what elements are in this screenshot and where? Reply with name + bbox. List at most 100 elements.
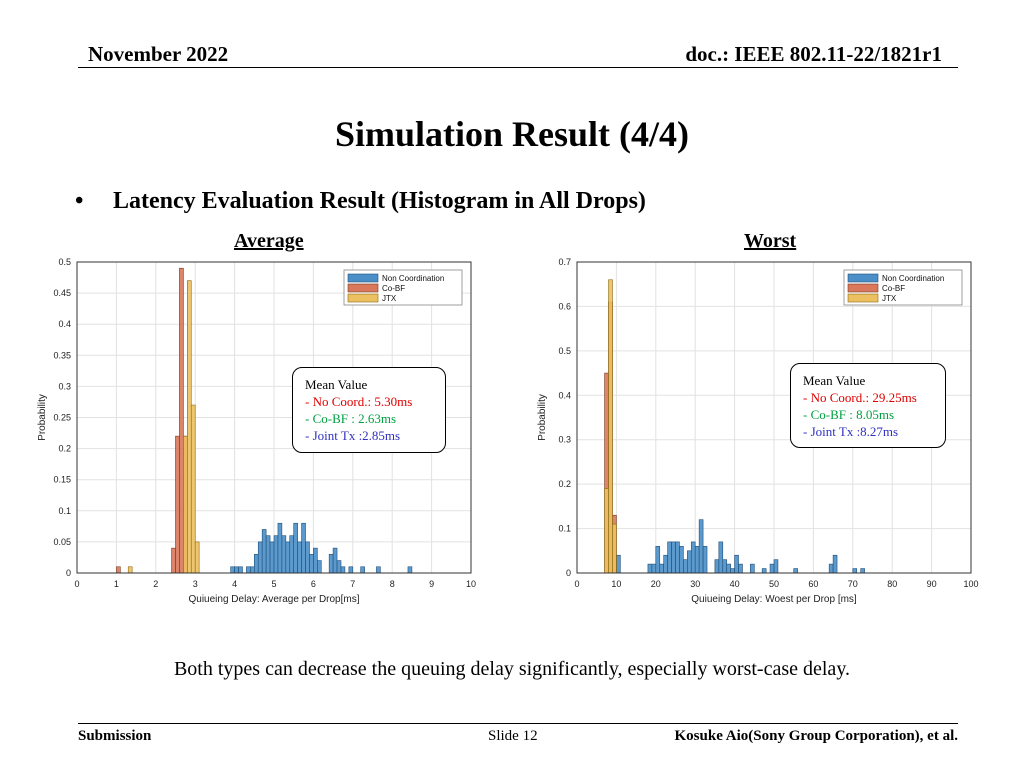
x-axis-label: Quiueing Delay: Woest per Drop [ms] <box>691 594 857 605</box>
histogram-bar <box>234 566 239 574</box>
histogram-bar <box>376 566 381 574</box>
histogram-bar <box>832 554 838 574</box>
histogram-bar <box>313 547 318 574</box>
x-tick-label: 80 <box>887 579 897 589</box>
x-tick-label: 0 <box>74 579 79 589</box>
histogram-bar <box>230 566 235 574</box>
x-tick-label: 9 <box>429 579 434 589</box>
mean-value-joint-tx: - Joint Tx :8.27ms <box>803 424 899 439</box>
y-tick-label: 0.2 <box>558 479 571 489</box>
histogram-bar <box>261 529 267 574</box>
footer-divider <box>78 723 958 724</box>
histogram-bar <box>698 519 704 574</box>
x-tick-label: 90 <box>927 579 937 589</box>
histogram-bar <box>726 563 731 574</box>
footer-slide-number: Slide 12 <box>488 728 538 744</box>
histogram-bar <box>407 566 413 574</box>
histogram-bar <box>679 546 684 574</box>
histogram-bar <box>702 546 708 574</box>
histogram-bar <box>273 535 279 574</box>
y-axis-label: Probability <box>37 394 48 441</box>
y-axis-label: Probability <box>537 394 548 441</box>
y-tick-label: 0 <box>66 568 71 578</box>
histogram-bar <box>293 522 298 574</box>
histogram-bar <box>281 535 287 574</box>
histogram-bar <box>254 554 259 574</box>
legend-swatch <box>847 273 879 283</box>
histogram-bar <box>190 404 196 574</box>
mean-value-box-average: Mean Value - No Coord.: 5.30ms - Co-BF :… <box>292 367 446 453</box>
y-tick-label: 0.1 <box>558 524 571 534</box>
y-tick-label: 0.3 <box>58 381 71 391</box>
histogram-bar <box>277 522 283 574</box>
chart-average-title: Average <box>234 230 304 252</box>
histogram-bar <box>238 566 243 574</box>
y-tick-label: 0.35 <box>53 350 71 360</box>
histogram-bar <box>360 566 365 574</box>
x-tick-label: 10 <box>466 579 476 589</box>
y-tick-label: 0.45 <box>53 288 71 298</box>
histogram-bar <box>769 563 775 574</box>
histogram-bar <box>297 541 302 574</box>
histogram-bar <box>116 566 121 574</box>
histogram-bar <box>183 435 188 574</box>
y-tick-label: 0.1 <box>58 506 71 516</box>
legend-label: JTX <box>882 294 897 303</box>
mean-value-co-bf: - Co-BF : 8.05ms <box>803 407 895 422</box>
histogram-bar <box>265 535 271 574</box>
histogram-bar <box>175 435 180 574</box>
x-tick-label: 10 <box>611 579 621 589</box>
histogram-bar <box>718 541 724 574</box>
histogram-bar <box>257 541 263 574</box>
legend-swatch <box>347 273 379 283</box>
histogram-bar <box>179 267 184 574</box>
legend-label: Co-BF <box>882 284 905 293</box>
histogram-bar <box>828 563 834 574</box>
histogram-bar <box>722 559 728 574</box>
y-tick-label: 0.4 <box>558 390 571 400</box>
histogram-bar <box>659 563 664 574</box>
histogram-bar <box>761 568 767 574</box>
legend-swatch <box>847 283 879 293</box>
y-tick-label: 0.5 <box>58 257 71 267</box>
mean-value-joint-tx: - Joint Tx :2.85ms <box>305 428 401 443</box>
y-tick-label: 0.4 <box>58 319 71 329</box>
y-tick-label: 0.3 <box>558 435 571 445</box>
histogram-bar <box>738 563 743 574</box>
slide-caption: Both types can decrease the queuing dela… <box>173 658 851 680</box>
histogram-bar <box>690 541 696 574</box>
x-tick-label: 100 <box>963 579 978 589</box>
histogram-bar <box>608 279 613 574</box>
header-divider <box>78 67 958 68</box>
histogram-bar <box>793 568 798 574</box>
histogram-bar <box>663 554 668 574</box>
footer-author: Kosuke Aio(Sony Group Corporation), et a… <box>674 728 959 744</box>
y-tick-label: 0.2 <box>58 444 71 454</box>
x-tick-label: 2 <box>153 579 158 589</box>
legend-label: JTX <box>382 294 397 303</box>
histogram-bar <box>655 546 661 574</box>
histogram-bar <box>328 554 334 574</box>
x-tick-label: 30 <box>690 579 700 589</box>
mean-value-co-bf: - Co-BF : 2.63ms <box>305 411 397 426</box>
histogram-bar <box>671 541 676 574</box>
histogram-bar <box>305 541 310 574</box>
histogram-bar <box>860 568 865 574</box>
histogram-bar <box>683 559 688 574</box>
y-tick-label: 0 <box>566 568 571 578</box>
legend-swatch <box>347 293 379 303</box>
histogram-bar <box>285 541 291 574</box>
mean-value-box-worst: Mean Value - No Coord.: 29.25ms - Co-BF … <box>790 363 946 448</box>
histogram-bar <box>667 541 672 574</box>
y-tick-label: 0.6 <box>558 301 571 311</box>
bullet-dot-icon: • <box>75 188 84 214</box>
x-tick-label: 5 <box>271 579 276 589</box>
histogram-bar <box>269 541 275 574</box>
mean-value-no-coord: - No Coord.: 29.25ms <box>803 390 917 405</box>
chart-worst-title: Worst <box>744 230 797 252</box>
legend-swatch <box>347 283 379 293</box>
histogram-bar <box>616 554 621 574</box>
histogram-bar <box>187 280 192 574</box>
footer-submission: Submission <box>78 728 152 744</box>
x-tick-label: 0 <box>574 579 579 589</box>
